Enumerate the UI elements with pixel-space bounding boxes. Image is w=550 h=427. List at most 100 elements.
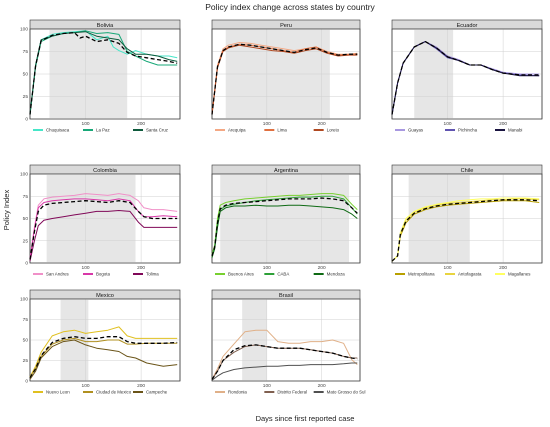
legend-label: Tolima xyxy=(146,272,159,277)
panel-argentina: Argentina 100 200 Buenos Aires CABA Mendoza xyxy=(211,164,361,277)
average-line xyxy=(211,344,358,380)
y-tick-label: 0 xyxy=(25,379,28,385)
legend-label: Loreto xyxy=(327,128,340,133)
average-line xyxy=(29,200,178,260)
average-line xyxy=(391,40,540,115)
legend-label: Ciudad de Mexico xyxy=(96,390,132,395)
legend-label: Chuquisaca xyxy=(46,128,70,133)
average-line xyxy=(391,199,540,262)
x-tick-label: 200 xyxy=(318,265,326,271)
figure-ylabel: Policy Index xyxy=(2,190,11,231)
y-tick-label: 100 xyxy=(20,297,28,303)
panel-title: Chile xyxy=(461,168,474,174)
x-tick-label: 100 xyxy=(263,121,271,127)
figure-title: Policy index change across states by cou… xyxy=(205,2,375,12)
panel-title: Mexico xyxy=(96,293,114,299)
x-tick-label: 200 xyxy=(137,383,145,389)
legend-label: Mato Grosso do Sul xyxy=(327,390,366,395)
panel-title: Peru xyxy=(280,23,292,29)
panel-ecuador: Ecuador 100 200 Guayas Pichincha Manabi xyxy=(391,19,543,133)
legend-label: Bogota xyxy=(96,272,110,277)
legend-label: Distrito Federal xyxy=(277,390,307,395)
legend-label: Campeche xyxy=(146,390,168,395)
legend-label: Guayas xyxy=(408,128,424,133)
series-line-metropolitana xyxy=(391,200,540,262)
y-tick-label: 75 xyxy=(23,317,29,323)
plot-frame xyxy=(29,173,181,264)
legend-label: Lima xyxy=(277,128,287,133)
x-tick-label: 100 xyxy=(82,121,90,127)
y-tick-label: 100 xyxy=(20,172,28,178)
series-line-mato-grosso-do-sul xyxy=(211,362,358,381)
panel-chile: Chile 100 200 Metropolitana Antofagasta Magal… xyxy=(391,164,543,277)
average-line xyxy=(211,197,358,257)
y-tick-label: 50 xyxy=(23,338,29,344)
series-line-rondonia xyxy=(211,329,358,380)
x-tick-label: 100 xyxy=(263,265,271,271)
panel-title: Bolivia xyxy=(97,23,114,29)
y-tick-label: 25 xyxy=(23,94,29,100)
x-tick-label: 100 xyxy=(444,265,452,271)
plot-frame xyxy=(211,173,361,264)
y-tick-label: 100 xyxy=(20,27,28,33)
series-line-loreto xyxy=(211,44,358,115)
panel-title: Ecuador xyxy=(457,23,478,29)
x-tick-label: 200 xyxy=(137,265,145,271)
series-line-san-andres xyxy=(29,193,178,259)
y-tick-label: 25 xyxy=(23,238,29,244)
plot-frame xyxy=(211,298,361,382)
legend-label: Metropolitana xyxy=(408,272,435,277)
series-line-la-paz xyxy=(29,30,178,115)
y-tick-label: 50 xyxy=(23,72,29,78)
panel-title: Argentina xyxy=(274,168,299,174)
legend-label: Rondonia xyxy=(228,390,247,395)
series-line-magallanes xyxy=(391,197,540,262)
panel-colombia: Colombia 0 25 50 75 100 100 200 San Andres Bogota… xyxy=(20,164,181,277)
series-line-campeche xyxy=(29,339,178,380)
x-tick-label: 200 xyxy=(499,265,507,271)
average-line xyxy=(211,43,358,115)
legend-label: Antofagasta xyxy=(458,272,482,277)
legend-label: Pichincha xyxy=(458,128,478,133)
plot-frame xyxy=(29,28,181,120)
legend-label: La Paz xyxy=(96,128,110,133)
facet-panels: Bolivia 0 25 50 75 100 100 200 Chuquisaca La Paz S… xyxy=(20,19,543,395)
x-tick-label: 200 xyxy=(318,121,326,127)
panel-bolivia: Bolivia 0 25 50 75 100 100 200 Chuquisaca La Paz S… xyxy=(20,19,181,133)
plot-frame xyxy=(391,173,543,264)
legend-label: San Andres xyxy=(46,272,70,277)
panel-mexico: Mexico 0 25 50 75 100 100 200 Nuevo Leon Ciudad d… xyxy=(20,289,181,395)
figure-xlabel: Days since first reported case xyxy=(256,414,355,423)
y-tick-label: 0 xyxy=(25,117,28,123)
series-line-nuevo-leon xyxy=(29,326,178,378)
plot-frame xyxy=(211,28,361,120)
panel-peru: Peru 100 200 Arequipa Lima Loreto xyxy=(211,19,361,133)
average-line xyxy=(29,336,178,379)
series-line-buenos-aires xyxy=(211,193,358,255)
x-tick-label: 200 xyxy=(318,383,326,389)
plot-frame xyxy=(391,28,543,120)
legend-label: Nuevo Leon xyxy=(46,390,70,395)
series-line-ciudad-de-mexico xyxy=(29,337,178,378)
legend-label: Santa Cruz xyxy=(146,128,168,133)
legend-label: Arequipa xyxy=(228,128,246,133)
series-line-tolima xyxy=(29,210,178,262)
x-tick-label: 200 xyxy=(499,121,507,127)
legend-label: Manabi xyxy=(508,128,522,133)
y-tick-label: 50 xyxy=(23,216,29,222)
y-tick-label: 25 xyxy=(23,358,29,364)
panel-brasil: Brasil 100 200 Rondonia Distrito Federal Mato… xyxy=(211,289,366,395)
legend-label: Magallanes xyxy=(508,272,531,277)
y-tick-label: 0 xyxy=(25,261,28,267)
legend-label: Mendoza xyxy=(327,272,346,277)
series-line-arequipa xyxy=(211,42,358,115)
y-tick-label: 75 xyxy=(23,194,29,200)
legend-label: CABA xyxy=(277,272,289,277)
plot-frame xyxy=(29,298,181,382)
x-tick-label: 200 xyxy=(137,121,145,127)
legend-label: Buenos Aires xyxy=(228,272,255,277)
x-tick-label: 100 xyxy=(444,121,452,127)
x-tick-label: 100 xyxy=(82,265,90,271)
panel-title: Brasil xyxy=(279,293,293,299)
